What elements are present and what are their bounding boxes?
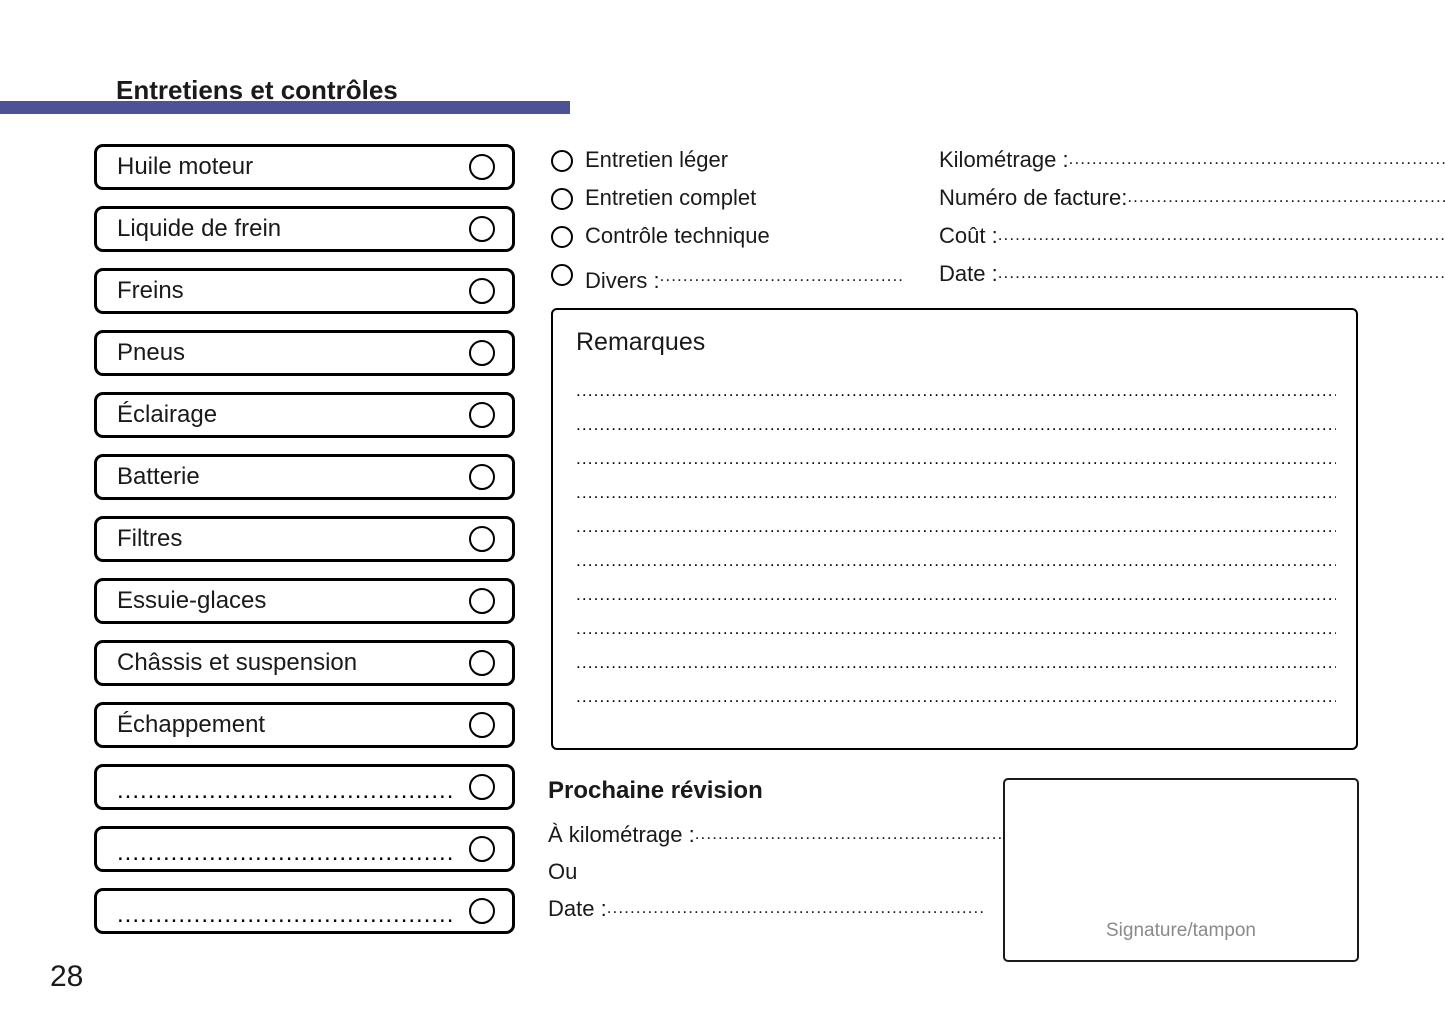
invoice-detail-row: Date :..................................… <box>939 260 1445 298</box>
checkbox-circle-icon[interactable] <box>469 402 495 428</box>
next-date-label: Date : <box>548 896 607 921</box>
radio-circle-icon[interactable] <box>551 264 573 286</box>
service-type-option[interactable]: Entretien complet <box>551 184 931 222</box>
remarks-line[interactable]: ........................................… <box>576 483 1336 502</box>
checklist-item[interactable]: Freins <box>94 268 515 314</box>
service-type-label: Entretien complet <box>585 185 756 210</box>
radio-circle-icon[interactable] <box>551 150 573 172</box>
radio-circle-icon[interactable] <box>551 188 573 210</box>
checklist-item[interactable]: Filtres <box>94 516 515 562</box>
page-title: Entretiens et contrôles <box>116 75 398 105</box>
remarks-line[interactable]: ........................................… <box>576 619 1336 638</box>
cost-input[interactable]: ........................................… <box>997 225 1445 244</box>
service-type-group: Entretien léger Entretien complet Contrô… <box>551 146 931 298</box>
checkbox-circle-icon[interactable] <box>469 340 495 366</box>
service-type-label: Divers :................................… <box>585 266 905 293</box>
remarks-line[interactable]: ........................................… <box>576 517 1336 536</box>
service-type-other-input[interactable]: ........................................… <box>659 266 905 285</box>
next-service-row: Ou <box>548 858 988 895</box>
checklist-item-blank[interactable]: ........................................… <box>94 888 515 934</box>
checklist-item-label: Filtres <box>117 525 183 552</box>
checklist-item[interactable]: Échappement <box>94 702 515 748</box>
checklist-item-label: Pneus <box>117 339 186 366</box>
checkbox-circle-icon[interactable] <box>469 526 495 552</box>
checklist-item-blank[interactable]: ........................................… <box>94 826 515 872</box>
checkbox-circle-icon[interactable] <box>469 278 495 304</box>
remarks-line[interactable]: ........................................… <box>576 585 1336 604</box>
checklist-item-label: Essuie-glaces <box>117 587 267 614</box>
service-type-label: Entretien léger <box>585 147 728 172</box>
service-type-label-text: Divers : <box>585 268 660 293</box>
invoice-detail-row: Kilométrage :...........................… <box>939 146 1445 184</box>
mileage-input[interactable]: ........................................… <box>1068 149 1445 168</box>
checklist-item-blank[interactable]: ........................................… <box>94 764 515 810</box>
signature-stamp-box[interactable]: Signature/tampon <box>1003 778 1359 962</box>
next-mileage-label: À kilométrage : <box>548 822 695 847</box>
next-mileage-input[interactable]: ........................................… <box>694 824 1027 843</box>
remarks-line[interactable]: ........................................… <box>576 551 1336 570</box>
checklist-item[interactable]: Liquide de frein <box>94 206 515 252</box>
checklist-item-dots: ........................................… <box>117 903 455 927</box>
checkbox-circle-icon[interactable] <box>469 216 495 242</box>
checklist-item-dots: ........................................… <box>117 779 455 803</box>
checkbox-circle-icon[interactable] <box>469 774 495 800</box>
service-type-label-text: Entretien complet <box>585 185 757 210</box>
service-type-option-other[interactable]: Divers :................................… <box>551 260 931 298</box>
cost-label: Coût : <box>939 223 998 248</box>
checklist-item-label: Éclairage <box>117 401 218 428</box>
checkbox-circle-icon[interactable] <box>469 650 495 676</box>
remarks-lines[interactable]: ........................................… <box>576 374 1336 714</box>
remarks-box[interactable]: Remarques ..............................… <box>551 308 1358 750</box>
invoice-number-input[interactable]: ........................................… <box>1127 187 1445 206</box>
radio-circle-icon[interactable] <box>551 226 573 248</box>
next-service-title: Prochaine révision <box>548 777 763 804</box>
checkbox-circle-icon[interactable] <box>469 588 495 614</box>
page-number: 28 <box>50 960 84 993</box>
service-type-label-text: Entretien léger <box>585 147 729 172</box>
service-type-label-text: Contrôle technique <box>585 223 770 248</box>
checkbox-circle-icon[interactable] <box>469 836 495 862</box>
checklist-item[interactable]: Batterie <box>94 454 515 500</box>
checklist-item[interactable]: Essuie-glaces <box>94 578 515 624</box>
maintenance-checklist: Huile moteur Liquide de frein Freins Pne… <box>94 144 515 950</box>
service-type-label: Contrôle technique <box>585 223 770 248</box>
checklist-item[interactable]: Éclairage <box>94 392 515 438</box>
invoice-detail-row: Coût :..................................… <box>939 222 1445 260</box>
signature-caption: Signature/tampon <box>1106 920 1256 941</box>
checklist-item-label: Échappement <box>117 711 266 738</box>
checkbox-circle-icon[interactable] <box>469 712 495 738</box>
title-underline-rule <box>0 101 570 114</box>
invoice-detail-row: Numéro de facture:......................… <box>939 184 1445 222</box>
checkbox-circle-icon[interactable] <box>469 464 495 490</box>
remarks-line[interactable]: ........................................… <box>576 381 1336 400</box>
checkbox-circle-icon[interactable] <box>469 898 495 924</box>
checklist-item-label: Châssis et suspension <box>117 649 358 676</box>
date-label: Date : <box>939 261 998 286</box>
checklist-item-label: Liquide de frein <box>117 215 282 242</box>
invoice-number-label: Numéro de facture: <box>939 185 1128 210</box>
next-service-section: Prochaine révision À kilométrage :......… <box>548 777 1026 932</box>
next-date-input[interactable]: ........................................… <box>606 898 986 917</box>
service-type-option[interactable]: Entretien léger <box>551 146 931 184</box>
checklist-item-label: Batterie <box>117 463 200 490</box>
checklist-item[interactable]: Huile moteur <box>94 144 515 190</box>
checklist-item-label: Huile moteur <box>117 153 254 180</box>
checklist-item[interactable]: Châssis et suspension <box>94 640 515 686</box>
checklist-item-dots: ........................................… <box>117 841 455 865</box>
next-service-row: À kilométrage :.........................… <box>548 821 1026 858</box>
next-service-or-label: Ou <box>548 859 578 884</box>
remarks-line[interactable]: ........................................… <box>576 449 1336 468</box>
remarks-title: Remarques <box>576 328 706 356</box>
service-type-option[interactable]: Contrôle technique <box>551 222 931 260</box>
invoice-details-group: Kilométrage :...........................… <box>939 146 1445 298</box>
checkbox-circle-icon[interactable] <box>469 154 495 180</box>
remarks-line[interactable]: ........................................… <box>576 415 1336 434</box>
next-service-row: Date :..................................… <box>548 895 988 932</box>
checklist-item-label: Freins <box>117 277 184 304</box>
remarks-line[interactable]: ........................................… <box>576 687 1336 706</box>
remarks-line[interactable]: ........................................… <box>576 653 1336 672</box>
date-input[interactable]: ........................................… <box>997 263 1445 282</box>
mileage-label: Kilométrage : <box>939 147 1069 172</box>
checklist-item[interactable]: Pneus <box>94 330 515 376</box>
